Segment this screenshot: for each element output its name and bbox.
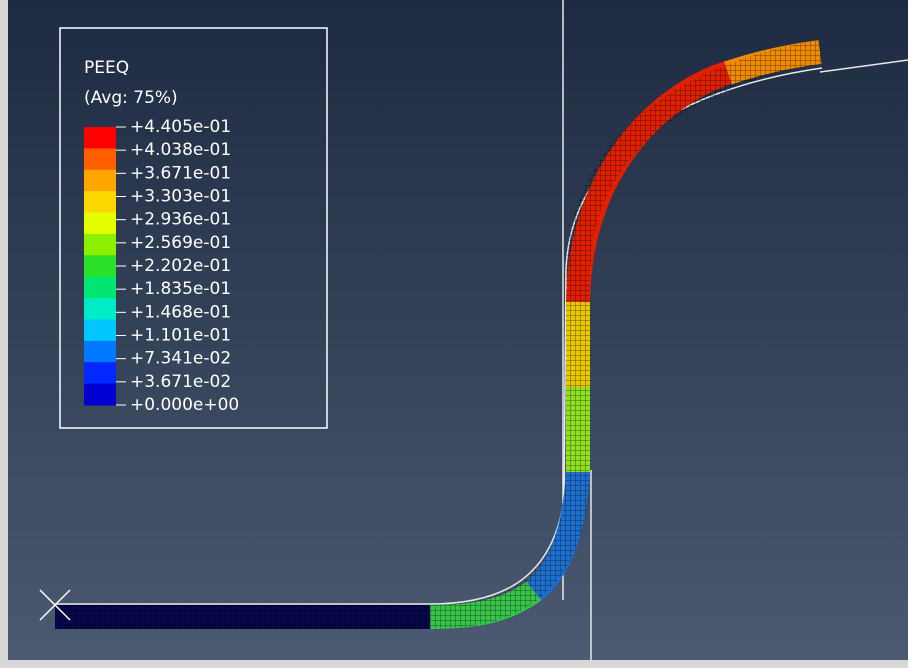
legend-label: +2.569e-01	[130, 233, 231, 253]
legend-swatch	[84, 169, 116, 192]
legend-box	[59, 27, 328, 429]
legend-label: +3.671e-01	[130, 163, 231, 183]
legend-swatch	[84, 362, 116, 385]
legend-swatch	[84, 212, 116, 235]
legend-subtitle: (Avg: 75%)	[84, 88, 178, 108]
legend-label: +2.202e-01	[130, 256, 231, 276]
legend-label: +0.000e+00	[130, 395, 239, 415]
triad	[39, 589, 71, 621]
legend-swatch	[84, 340, 116, 363]
legend-label: +1.835e-01	[130, 279, 231, 299]
legend-title: PEEQ	[84, 58, 129, 78]
legend-label: +1.101e-01	[130, 326, 231, 346]
legend-swatch	[84, 298, 116, 320]
legend-label: +4.038e-01	[130, 140, 231, 160]
legend-label: +4.405e-01	[130, 117, 231, 137]
legend-items: +4.405e-01 +4.038e-01 +3.671e-01 +3.303e-01…	[84, 117, 239, 415]
legend-swatch	[84, 276, 116, 299]
viewport-background	[8, 0, 908, 660]
legend-swatch	[84, 255, 116, 278]
legend-swatch	[84, 127, 116, 149]
legend-swatch	[84, 191, 116, 214]
legend-label: +3.303e-01	[130, 187, 231, 207]
legend-swatch	[84, 319, 116, 342]
legend-swatch	[84, 233, 116, 256]
legend-swatch	[84, 148, 116, 171]
legend-label: +2.936e-01	[130, 210, 231, 230]
legend-label: +1.468e-01	[130, 302, 231, 322]
legend-swatch	[84, 383, 116, 406]
legend-label: +3.671e-02	[130, 372, 231, 392]
legend-label: +7.341e-02	[130, 349, 231, 369]
mesh	[55, 40, 822, 629]
